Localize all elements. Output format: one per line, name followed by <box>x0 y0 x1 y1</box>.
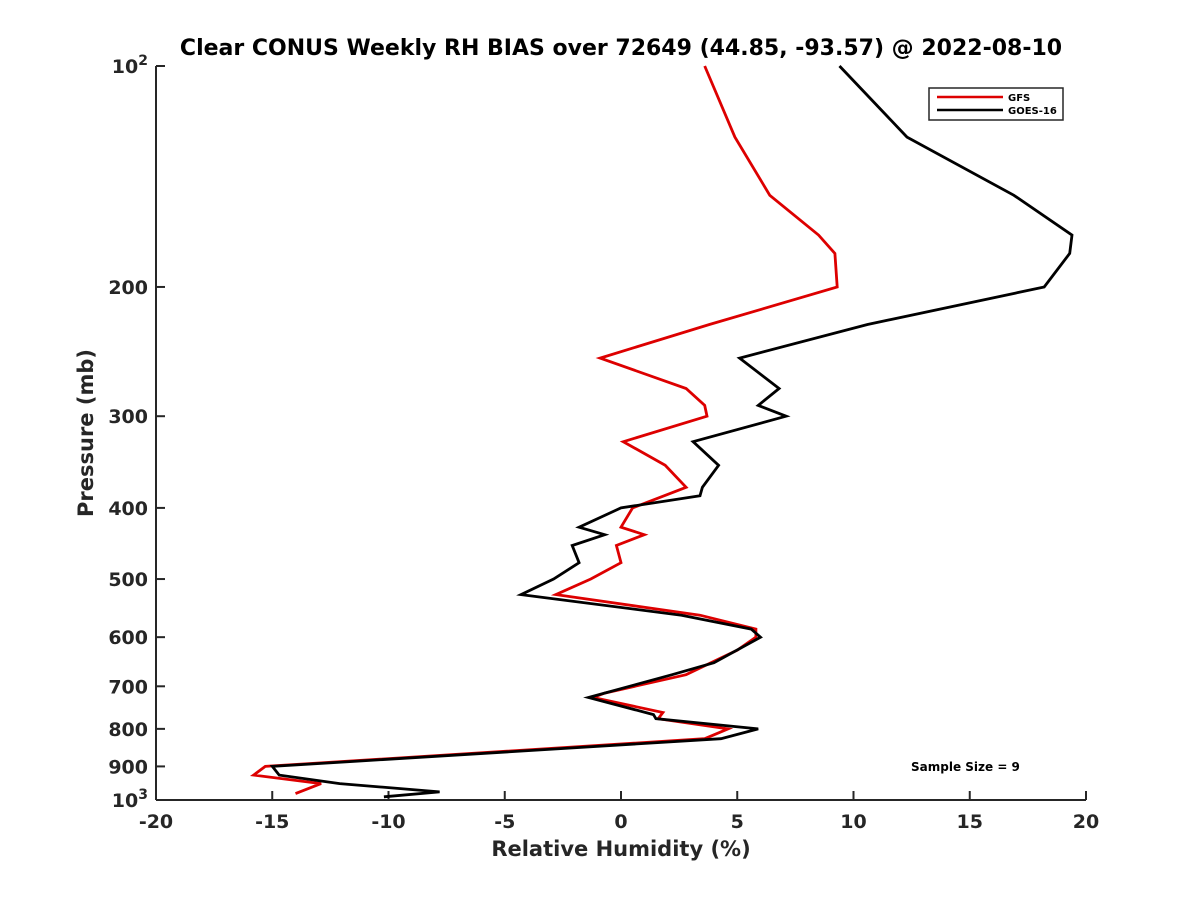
x-tick-label: -20 <box>139 811 173 833</box>
x-axis-label: Relative Humidity (%) <box>491 837 750 861</box>
sample-size-annotation: Sample Size = 9 <box>911 760 1020 774</box>
y-tick-label: 900 <box>108 756 148 778</box>
x-tick-label: -5 <box>494 811 515 833</box>
series-line-gfs <box>249 65 839 795</box>
x-tick-label: 20 <box>1073 811 1099 833</box>
x-tick-label: -15 <box>255 811 289 833</box>
legend-label-goes-16: GOES-16 <box>1008 106 1057 117</box>
x-tick-label: 5 <box>731 811 744 833</box>
x-tick-label: 0 <box>614 811 627 833</box>
legend-box <box>928 87 1064 121</box>
legend-label-gfs: GFS <box>1008 93 1030 104</box>
y-axis-ticks: 102 200 300 400 500 600 700 800 900 103 <box>108 53 165 812</box>
y-tick-label: 600 <box>108 627 148 649</box>
y-tick-label: 400 <box>108 498 148 520</box>
y-axis-label: Pressure (mb) <box>74 349 98 517</box>
series-layer <box>249 65 1074 799</box>
y-tick-label: 700 <box>108 676 148 698</box>
y-tick-label: 300 <box>108 406 148 428</box>
x-tick-label: -10 <box>371 811 405 833</box>
x-axis-ticks: -20 -15 -10 -5 0 5 10 15 20 <box>139 791 1099 833</box>
legend: GFS GOES-16 <box>928 87 1064 121</box>
y-tick-label: 800 <box>108 719 148 741</box>
x-tick-label: 15 <box>957 811 983 833</box>
x-tick-label: 10 <box>840 811 866 833</box>
y-tick-label: 102 <box>112 53 148 78</box>
y-tick-label: 200 <box>108 277 148 299</box>
y-tick-label: 103 <box>112 787 148 812</box>
chart-title: Clear CONUS Weekly RH BIAS over 72649 (4… <box>180 36 1062 61</box>
series-line-goes-16 <box>269 65 1074 799</box>
y-tick-label: 500 <box>108 569 148 591</box>
